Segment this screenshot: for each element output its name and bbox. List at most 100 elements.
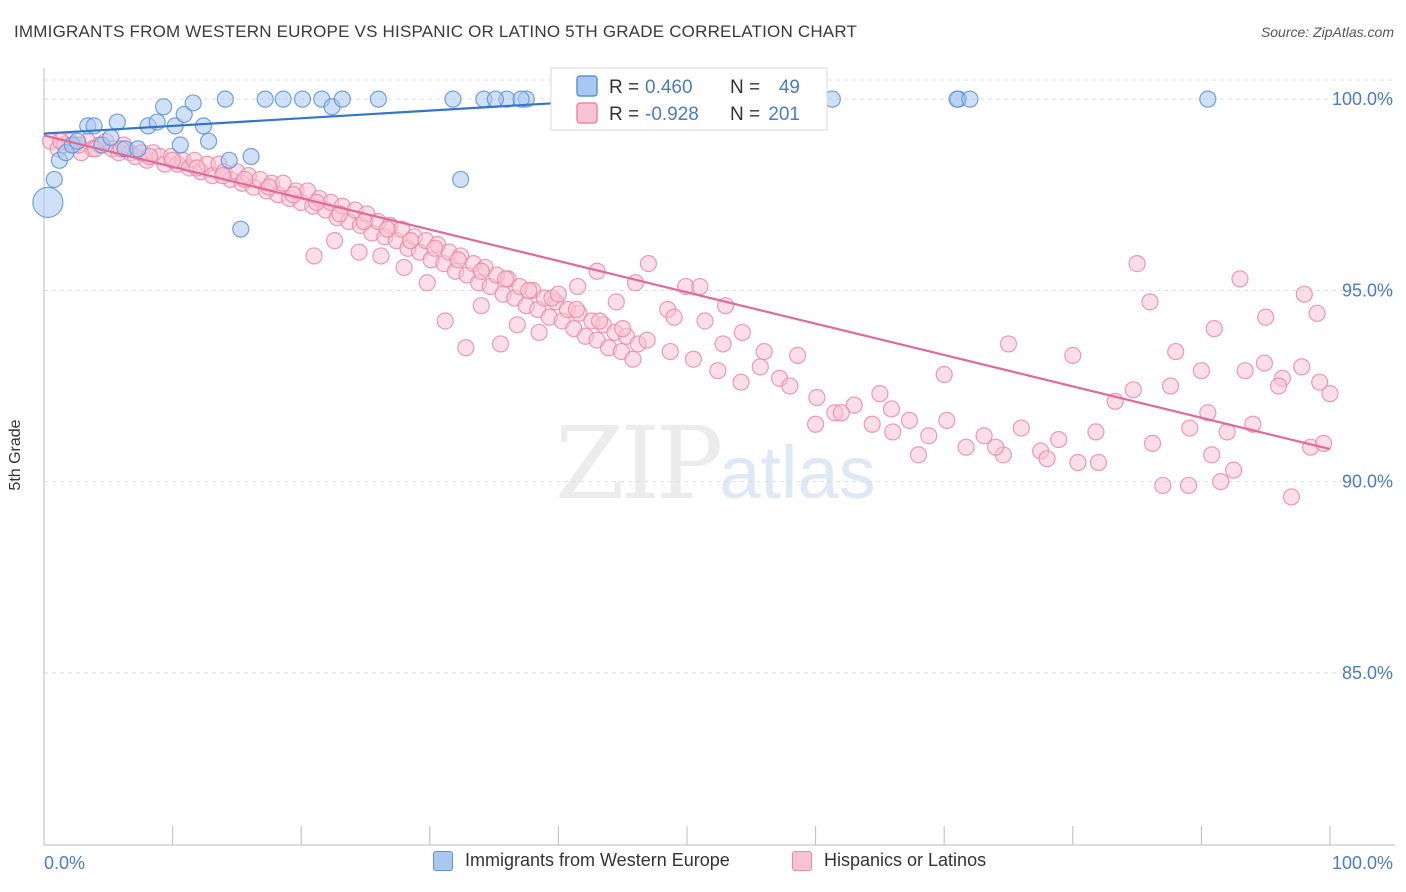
point-hispanic xyxy=(378,220,396,238)
point-western-europe xyxy=(175,105,193,124)
point-hispanic xyxy=(1282,488,1301,506)
point-hispanic xyxy=(882,400,901,418)
point-hispanic xyxy=(1124,381,1142,399)
point-hispanic xyxy=(624,350,642,368)
point-hispanic xyxy=(1143,434,1162,452)
legend-item-hispanics[interactable]: Hispanics or Latinos xyxy=(792,850,986,871)
point-hispanic xyxy=(755,342,773,361)
point-hispanic xyxy=(1231,270,1249,288)
point-hispanic xyxy=(1038,450,1056,468)
point-hispanic xyxy=(1311,373,1329,391)
point-hispanic xyxy=(1203,446,1221,464)
chart-title: IMMIGRANTS FROM WESTERN EUROPE VS HISPAN… xyxy=(14,22,858,41)
point-hispanic xyxy=(733,323,751,342)
point-hispanic xyxy=(957,438,975,456)
legend-label-hispanics: Hispanics or Latinos xyxy=(824,850,987,870)
stats-r-value: -0.928 xyxy=(645,104,699,125)
stats-n-label: N = xyxy=(730,104,760,125)
point-hispanic xyxy=(1255,354,1274,372)
point-hispanic xyxy=(1064,346,1082,364)
point-hispanic xyxy=(472,262,490,280)
point-hispanic xyxy=(1089,453,1108,472)
point-western-europe xyxy=(184,94,202,112)
point-hispanic xyxy=(614,320,632,338)
point-western-europe xyxy=(216,90,234,108)
point-hispanic xyxy=(569,277,587,296)
point-hispanic xyxy=(938,411,956,430)
point-hispanic xyxy=(661,342,679,361)
point-hispanic xyxy=(863,415,881,433)
point-hispanic xyxy=(987,438,1005,456)
point-hispanic xyxy=(607,293,625,311)
point-hispanic xyxy=(331,205,349,223)
point-western-europe xyxy=(200,132,218,150)
point-western-europe xyxy=(220,151,238,169)
point-hispanic xyxy=(1308,304,1326,322)
point-hispanic xyxy=(395,258,413,277)
point-hispanic xyxy=(845,396,863,414)
point-hispanic xyxy=(1192,362,1211,380)
point-hispanic xyxy=(1295,285,1313,303)
point-western-europe xyxy=(452,170,470,189)
point-hispanic xyxy=(590,312,609,330)
point-hispanic xyxy=(1141,293,1159,311)
point-hispanic xyxy=(751,358,769,376)
legend-swatch-pink xyxy=(792,850,812,871)
legend-swatch-blue xyxy=(433,850,453,871)
point-hispanic xyxy=(920,427,938,445)
point-western-europe xyxy=(232,220,250,238)
point-hispanic xyxy=(508,316,526,334)
point-western-europe xyxy=(32,186,64,218)
point-hispanic xyxy=(714,335,732,353)
stats-n-value: 49 xyxy=(779,77,800,98)
point-hispanic xyxy=(1199,404,1217,422)
point-hispanic xyxy=(935,365,953,384)
point-hispanic xyxy=(1269,377,1288,395)
x-tick-label-max: 100.0% xyxy=(1332,853,1393,873)
point-hispanic xyxy=(808,388,826,407)
point-hispanic xyxy=(626,274,645,292)
point-hispanic xyxy=(426,239,444,257)
point-hispanic xyxy=(909,446,928,464)
point-western-europe xyxy=(194,117,213,135)
point-hispanic xyxy=(401,232,420,250)
point-western-europe xyxy=(274,90,292,108)
point-hispanic xyxy=(871,385,889,403)
watermark-zip: ZIP xyxy=(555,405,723,522)
point-hispanic xyxy=(1128,255,1146,273)
watermark-atlas: atlas xyxy=(719,431,876,514)
zipatlas-watermark: ZIPatlas xyxy=(555,405,876,522)
point-hispanic xyxy=(638,331,656,349)
point-hispanic xyxy=(665,308,683,326)
point-hispanic xyxy=(1179,476,1198,495)
point-hispanic xyxy=(520,281,538,299)
point-hispanic xyxy=(639,255,658,273)
point-hispanic xyxy=(732,373,750,391)
point-western-europe xyxy=(154,98,173,116)
x-tick-label-min: 0.0% xyxy=(44,853,85,873)
stats-legend-swatch xyxy=(576,102,598,124)
point-hispanic xyxy=(350,243,368,261)
source-label: Source: ZipAtlas.com xyxy=(1260,24,1394,40)
point-hispanic xyxy=(884,423,902,441)
stats-r-value: 0.460 xyxy=(645,77,693,98)
point-hispanic xyxy=(449,251,467,269)
point-western-europe xyxy=(171,136,189,154)
point-western-europe xyxy=(961,90,979,108)
legend-item-western-europe[interactable]: Immigrants from Western Europe xyxy=(433,850,730,871)
stats-r-label: R = xyxy=(609,77,639,98)
point-hispanic xyxy=(1224,461,1243,479)
point-hispanic xyxy=(457,339,475,357)
point-hispanic xyxy=(832,404,850,422)
point-hispanic xyxy=(1012,419,1030,437)
point-hispanic xyxy=(781,377,799,395)
stats-legend-swatch xyxy=(576,75,598,97)
trendline-hispanic xyxy=(43,134,1331,451)
point-western-europe xyxy=(444,90,462,108)
y-tick-label: 90.0% xyxy=(1342,472,1393,492)
y-tick-label: 100.0% xyxy=(1332,89,1393,109)
point-hispanic xyxy=(1321,385,1339,403)
point-western-europe xyxy=(293,90,312,108)
point-hispanic xyxy=(1257,308,1275,326)
point-hispanic xyxy=(999,335,1018,353)
